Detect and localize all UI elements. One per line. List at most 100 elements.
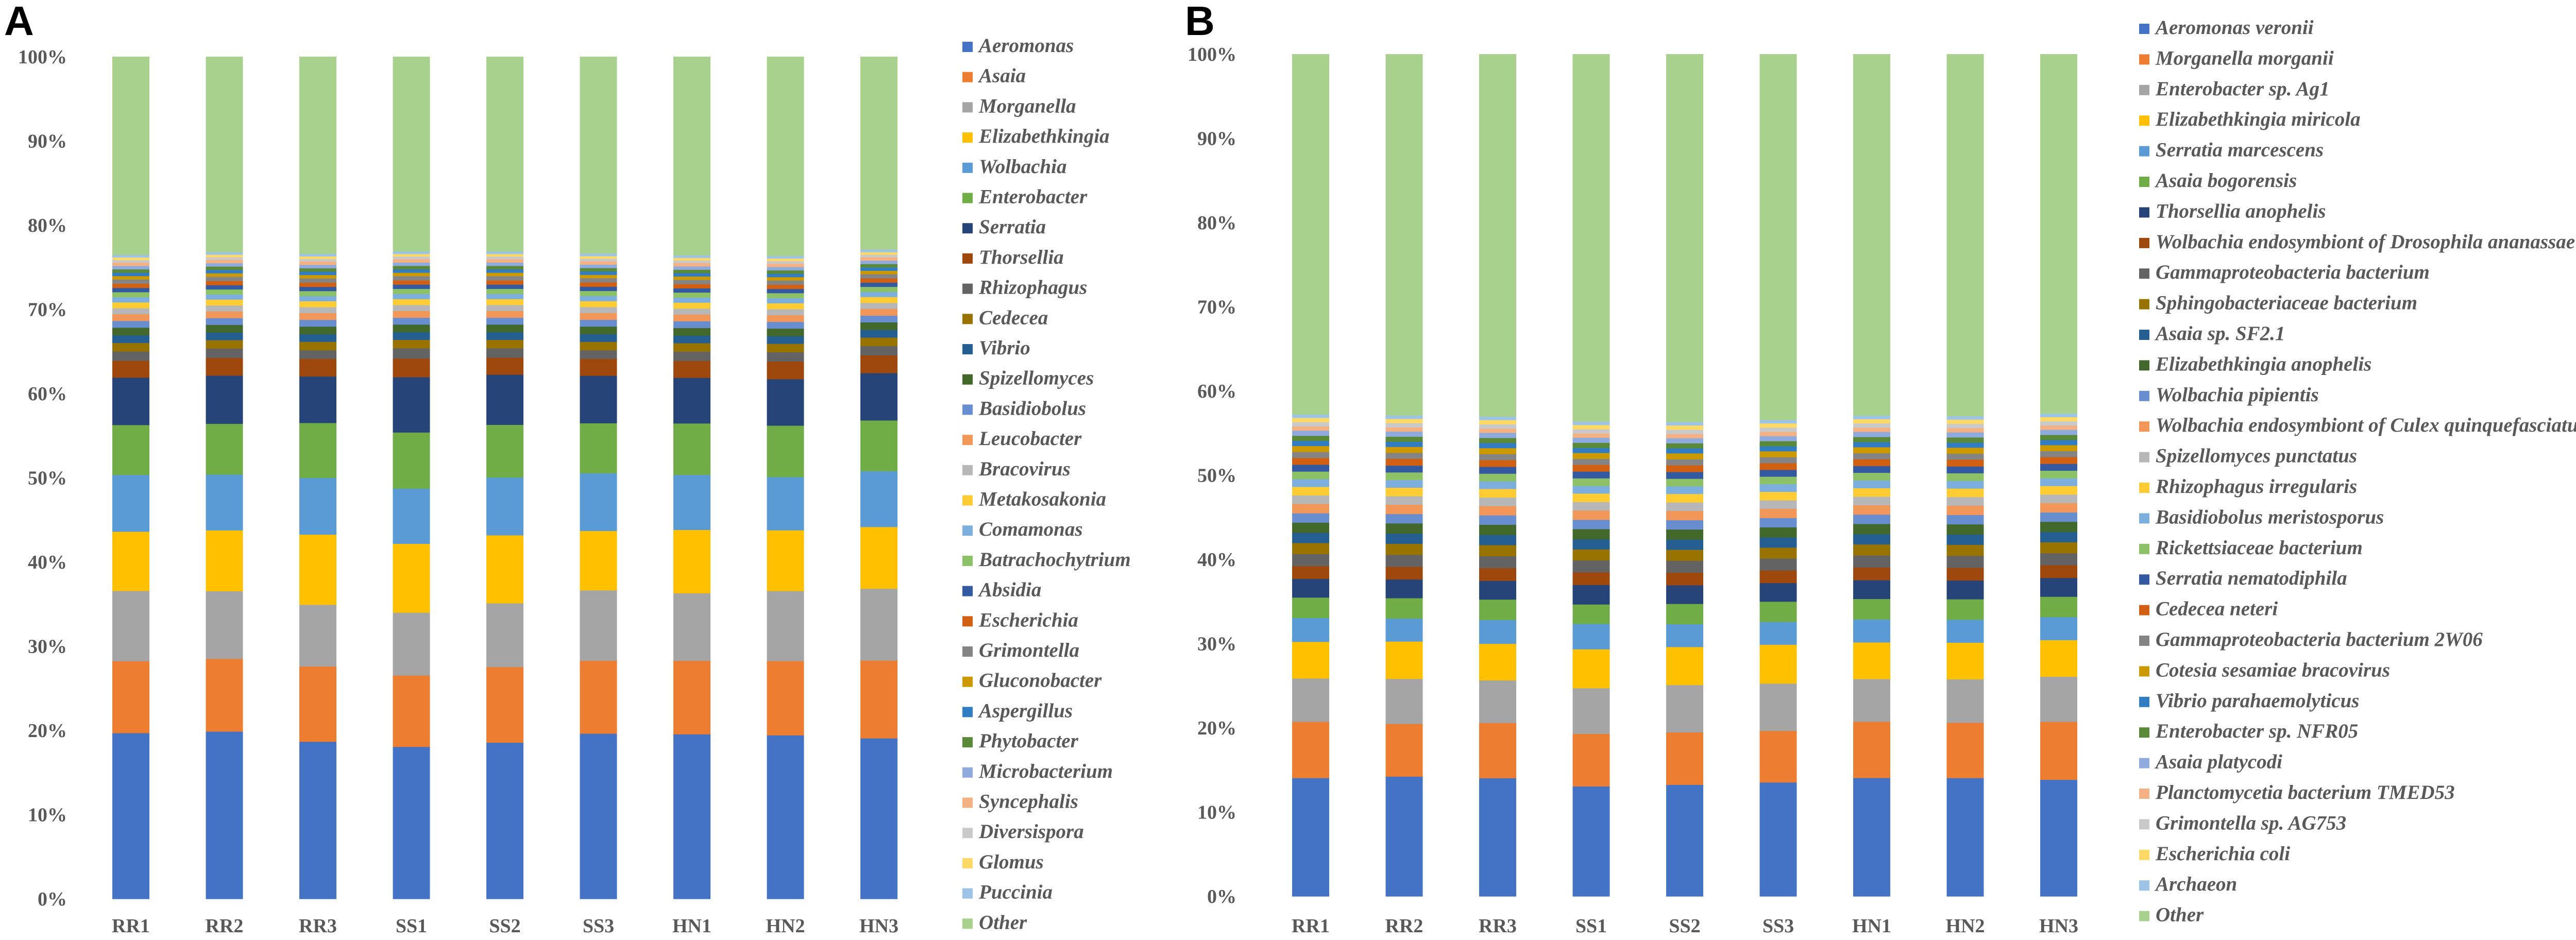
- bar-segment: [673, 272, 710, 277]
- legend-swatch: [2139, 819, 2149, 830]
- legend-item: Asaia: [962, 65, 1026, 87]
- legend-label: Spizellomyces punctatus: [2156, 445, 2357, 467]
- bar-segment: [486, 299, 523, 305]
- bar-segment: [767, 352, 804, 362]
- y-tick-label: 50%: [28, 468, 67, 489]
- bar-rr1: [1292, 54, 1329, 897]
- bar-segment: [580, 423, 617, 474]
- legend-item: Wolbachia endosymbiont of Drosophila ana…: [2139, 231, 2575, 253]
- legend-swatch: [2139, 421, 2149, 432]
- bar-segment: [1946, 778, 1984, 897]
- bar-segment: [393, 543, 430, 613]
- bar-segment: [767, 476, 804, 531]
- bar-segment: [673, 297, 710, 303]
- bar-segment: [393, 746, 430, 899]
- legend-label: Serratia marcescens: [2156, 139, 2324, 161]
- bar-segment: [299, 264, 336, 268]
- bar-segment: [1572, 572, 1610, 585]
- legend-label: Rhizophagus: [978, 277, 1087, 299]
- bar-segment: [393, 432, 430, 489]
- panel-a-y-axis: 0% 10% 20% 30% 40% 50% 60% 70% 80% 90% 100%: [18, 46, 67, 910]
- bar-segment: [1479, 481, 1516, 489]
- bar-segment: [206, 257, 243, 260]
- bar-segment: [1759, 432, 1797, 436]
- legend-swatch: [962, 404, 973, 415]
- legend-swatch: [2139, 237, 2149, 248]
- bar-segment: [1759, 463, 1797, 470]
- legend-label: Bracovirus: [978, 458, 1071, 480]
- bar-segment: [673, 255, 710, 258]
- legend-item: Basidiobolus: [962, 397, 1086, 419]
- bar-segment: [2040, 486, 2077, 495]
- bar-segment: [393, 348, 430, 359]
- bar-segment: [1385, 458, 1423, 466]
- bar-segment: [860, 282, 897, 287]
- legend-label: Other: [979, 911, 1027, 933]
- bar-segment: [1759, 558, 1797, 571]
- bar-segment: [2040, 722, 2077, 780]
- bar-segment: [1853, 523, 1890, 535]
- bar-segment: [1759, 527, 1797, 538]
- bar-segment: [1292, 554, 1329, 567]
- legend-label: Gluconobacter: [979, 670, 1102, 692]
- bar-segment: [486, 374, 523, 425]
- legend-label: Spizellomyces: [979, 367, 1094, 389]
- bar-segment: [299, 275, 336, 279]
- bar-segment: [112, 257, 149, 260]
- bar-segment: [1853, 427, 1890, 432]
- bar-segment: [112, 57, 149, 255]
- bar-segment: [1479, 448, 1516, 454]
- bar-segment: [1292, 542, 1329, 555]
- bar-segment: [206, 348, 243, 358]
- bar-segment: [2040, 439, 2077, 446]
- x-tick-label: SS2: [1669, 915, 1700, 937]
- bar-segment: [1572, 471, 1610, 478]
- bar-hn3: [860, 57, 897, 899]
- panel-b-legend: Aeromonas veronii Morganella morganii Ente…: [2139, 16, 2576, 926]
- y-tick-label: 40%: [28, 552, 67, 573]
- bar-segment: [673, 276, 710, 280]
- bar-segment: [486, 276, 523, 281]
- legend-swatch: [2139, 360, 2149, 371]
- bar-ss3: [1759, 54, 1797, 897]
- bar-segment: [206, 299, 243, 306]
- bar-segment: [486, 294, 523, 299]
- legend-item: Enterobacter: [962, 186, 1088, 208]
- bar-segment: [1385, 431, 1423, 437]
- bar-segment: [673, 321, 710, 329]
- bar-segment: [393, 265, 430, 270]
- bar-segment: [1292, 641, 1329, 679]
- bar-segment: [393, 304, 430, 311]
- legend-item: Other: [962, 911, 1027, 933]
- bar-segment: [2040, 425, 2077, 430]
- legend-item: Serratia: [962, 216, 1046, 238]
- x-tick-label: RR3: [1479, 915, 1517, 937]
- bar-segment: [112, 292, 149, 298]
- bar-hn2: [1946, 54, 1984, 897]
- bar-segment: [1853, 599, 1890, 620]
- bar-segment: [1666, 510, 1703, 521]
- bar-hn2: [767, 57, 804, 899]
- bar-segment: [112, 308, 149, 315]
- bar-ss2: [1666, 54, 1703, 897]
- bar-segment: [860, 738, 897, 899]
- legend-swatch: [962, 616, 973, 627]
- bar-segment: [1759, 420, 1797, 424]
- legend-swatch: [2139, 513, 2149, 524]
- bar-segment: [860, 372, 897, 421]
- bar-segment: [1572, 528, 1610, 540]
- bar-segment: [112, 302, 149, 309]
- bar-segment: [1385, 495, 1423, 505]
- legend-label: Elizabethkingia anophelis: [2155, 353, 2371, 375]
- bar-segment: [1292, 722, 1329, 778]
- legend-label: Comamonas: [979, 518, 1083, 540]
- bar-segment: [393, 675, 430, 747]
- legend-label: Phytobacter: [978, 730, 1079, 752]
- bar-segment: [767, 270, 804, 274]
- bar-segment: [1385, 579, 1423, 599]
- legend-item: Vibrio: [962, 337, 1030, 359]
- bar-segment: [580, 267, 617, 272]
- bar-segment: [580, 290, 617, 296]
- bar-segment: [299, 477, 336, 535]
- bar-segment: [112, 283, 149, 288]
